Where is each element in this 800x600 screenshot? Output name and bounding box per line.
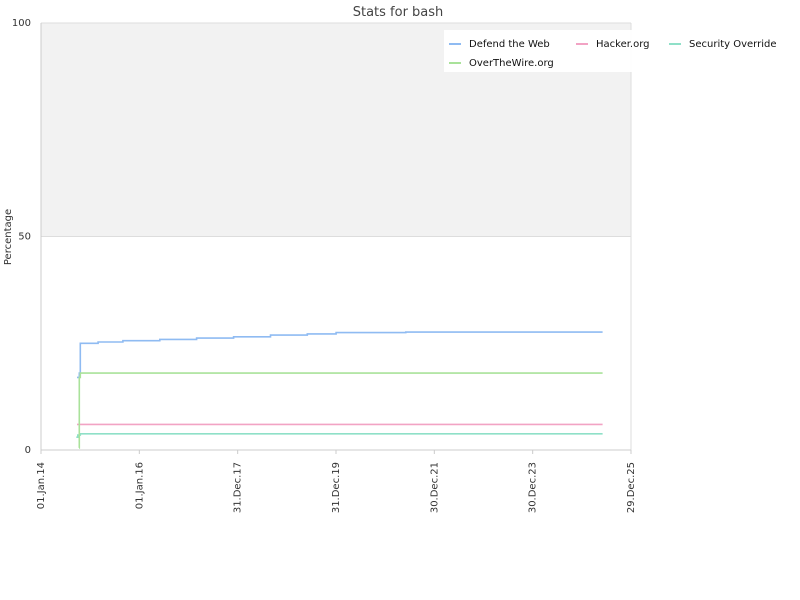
y-axis-title: Percentage — [3, 209, 14, 265]
legend-label: Security Override — [689, 39, 777, 50]
legend: Defend the Web Hacker.org Security Overrid… — [444, 30, 782, 72]
y-tick-label: 100 — [12, 18, 31, 29]
x-tick-label: 30.Dec.21 — [429, 462, 440, 513]
chart-title: Stats for bash — [353, 5, 444, 20]
legend-label: OverTheWire.org — [469, 58, 554, 69]
y-tick-label: 0 — [25, 445, 31, 456]
x-tick-label: 31.Dec.17 — [233, 462, 244, 513]
x-tick-label: 01.Jan.14 — [36, 462, 47, 509]
legend-label: Defend the Web — [469, 39, 550, 50]
x-tick-label: 31.Dec.19 — [331, 462, 342, 513]
legend-label: Hacker.org — [596, 39, 650, 50]
series-line-overthewire-org — [78, 372, 603, 449]
x-tick-label: 30.Dec.23 — [528, 462, 539, 513]
x-tick-label: 01.Jan.16 — [134, 462, 145, 509]
series-layer — [76, 331, 603, 449]
y-tick-labels: 0 50 100 — [12, 18, 31, 456]
y-tick-label: 50 — [18, 232, 31, 243]
legend-box — [444, 30, 782, 72]
x-tick-labels: 01.Jan.14 01.Jan.16 31.Dec.17 31.Dec.19 30.D… — [36, 450, 637, 513]
x-tick-label: 29.Dec.25 — [626, 462, 637, 513]
series-line-defend-the-web — [77, 331, 603, 379]
